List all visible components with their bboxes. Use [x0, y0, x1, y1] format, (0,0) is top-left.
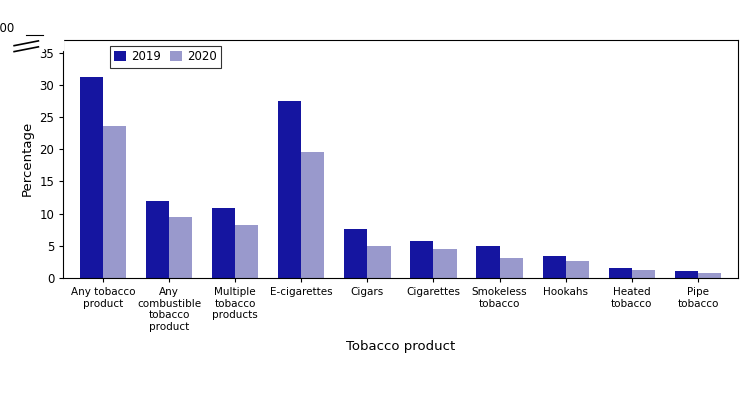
X-axis label: Tobacco product: Tobacco product	[346, 340, 455, 353]
Bar	[278, 101, 301, 278]
Bar	[609, 268, 632, 278]
Bar	[565, 261, 589, 278]
Bar	[542, 256, 565, 278]
Bar	[212, 208, 235, 278]
Bar	[632, 270, 655, 278]
Bar	[57, 39, 63, 50]
Bar	[344, 229, 367, 278]
Text: 100: 100	[0, 22, 15, 35]
Bar	[235, 225, 259, 278]
Bar	[477, 247, 500, 278]
Bar	[301, 152, 324, 278]
Y-axis label: Percentage: Percentage	[21, 121, 34, 197]
Bar	[500, 258, 523, 278]
Bar	[80, 77, 103, 278]
Legend: 2019, 2020: 2019, 2020	[110, 46, 221, 68]
Bar	[698, 274, 721, 278]
Bar	[410, 241, 434, 278]
Bar	[103, 126, 126, 278]
Bar	[10, 39, 43, 50]
Bar	[675, 272, 698, 278]
Bar	[434, 249, 457, 278]
Bar	[367, 246, 390, 278]
Bar	[146, 200, 169, 278]
Bar	[169, 218, 192, 278]
